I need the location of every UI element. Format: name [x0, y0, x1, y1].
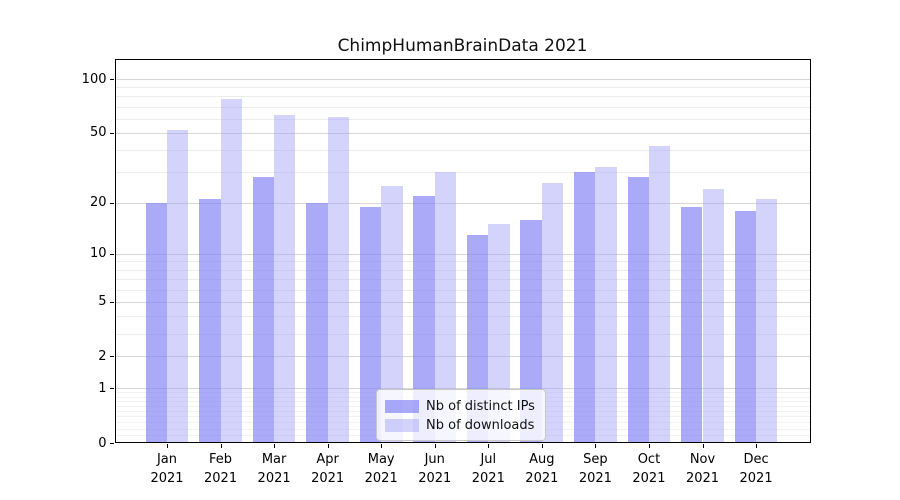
y-axis-tick-label-5: 5: [98, 294, 107, 310]
chart-title: ChimpHumanBrainData 2021: [337, 36, 588, 56]
x-axis-tick-mark-jul: [488, 443, 490, 448]
gridline-major-10: [115, 253, 810, 255]
x-axis-tick-label-feb: Feb 2021: [204, 452, 238, 486]
bar-nb-of-distinct-ips-oct: [627, 177, 649, 442]
x-axis-tick-mark-mar: [274, 443, 276, 448]
y-axis-tick-label-20: 20: [89, 195, 107, 211]
bar-nb-of-downloads-sep: [595, 167, 617, 442]
y-axis-tick-mark-20: [110, 202, 114, 204]
gridline-major-100: [115, 79, 810, 80]
gridline-minor-8: [115, 269, 810, 271]
y-axis-tick-label-100: 100: [81, 71, 107, 87]
bar-nb-of-downloads-may: [381, 186, 403, 442]
bar-nb-of-distinct-ips-aug: [520, 219, 542, 442]
bar-nb-of-downloads-jul: [488, 224, 510, 442]
gridline-minor-30: [115, 172, 810, 174]
x-axis-tick-mark-nov: [702, 443, 704, 448]
bar-nb-of-distinct-ips-mar: [252, 177, 275, 442]
gridline-minor-4: [115, 316, 810, 318]
bar-nb-of-downloads-aug: [541, 183, 564, 442]
legend: Nb of distinct IPs Nb of downloads: [376, 389, 546, 441]
x-axis-tick-label-may: May 2021: [364, 452, 398, 486]
x-axis-tick-label-nov: Nov 2021: [685, 452, 720, 486]
x-axis-tick-mark-oct: [648, 443, 650, 448]
gridline-minor-70: [115, 106, 810, 108]
gridline-minor-40: [115, 150, 810, 152]
legend-label-distinct-ips: Nb of distinct IPs: [426, 399, 535, 414]
y-axis-tick-mark-100: [110, 79, 114, 80]
legend-swatch-distinct-ips: [385, 400, 419, 413]
x-axis-tick-label-jun: Jun 2021: [418, 452, 452, 486]
gridline-major-1: [115, 388, 810, 390]
gridline-minor-3: [115, 333, 810, 335]
x-axis-tick-mark-jun: [434, 443, 436, 448]
x-axis-tick-label-sep: Sep 2021: [578, 452, 612, 486]
bar-nb-of-downloads-jun: [434, 172, 457, 442]
bar-nb-of-distinct-ips-jan: [145, 202, 167, 442]
gridline-minor-7: [115, 278, 810, 280]
x-axis-tick-label-apr: Apr 2021: [311, 452, 345, 486]
x-axis-tick-mark-apr: [327, 443, 329, 448]
legend-label-downloads: Nb of downloads: [426, 418, 535, 433]
bar-nb-of-downloads-nov: [702, 189, 724, 442]
x-axis-tick-label-jan: Jan 2021: [150, 452, 184, 486]
x-axis-tick-label-jul: Jul 2021: [471, 452, 505, 486]
y-axis-tick-mark-2: [110, 356, 114, 358]
gridline-major-2: [115, 356, 810, 358]
x-axis-tick-label-aug: Aug 2021: [525, 452, 559, 486]
gridline-major-50: [115, 132, 810, 134]
bar-nb-of-downloads-feb: [220, 99, 242, 442]
y-axis-tick-label-10: 10: [89, 246, 107, 262]
gridline-minor-60: [115, 118, 810, 120]
bar-nb-of-distinct-ips-may: [359, 206, 382, 442]
legend-row-downloads: Nb of downloads: [385, 416, 537, 435]
y-axis-tick-label-0: 0: [98, 435, 107, 451]
gridline-major-20: [115, 202, 810, 204]
gridline-minor-6: [115, 289, 810, 291]
gridline-minor-9: [115, 261, 810, 263]
bar-nb-of-distinct-ips-jun: [413, 195, 435, 442]
x-axis-tick-mark-dec: [756, 443, 758, 448]
bar-nb-of-downloads-mar: [274, 114, 296, 442]
y-axis-tick-label-50: 50: [89, 125, 107, 141]
y-axis-tick-label-2: 2: [98, 348, 107, 364]
bar-nb-of-downloads-apr: [327, 117, 350, 442]
bar-nb-of-downloads-jan: [167, 129, 189, 442]
bar-nb-of-distinct-ips-nov: [681, 206, 703, 442]
y-axis-tick-mark-50: [110, 132, 114, 134]
x-axis-tick-label-dec: Dec 2021: [739, 452, 773, 486]
bar-nb-of-distinct-ips-apr: [306, 202, 328, 442]
x-axis-tick-mark-jan: [167, 443, 168, 448]
gridline-major-5: [115, 301, 810, 303]
x-axis-tick-label-mar: Mar 2021: [257, 452, 291, 486]
x-axis-tick-label-oct: Oct 2021: [632, 452, 666, 486]
y-axis-tick-label-1: 1: [98, 380, 107, 396]
y-axis-tick-mark-1: [110, 388, 114, 390]
bar-nb-of-distinct-ips-sep: [574, 172, 596, 442]
x-axis-tick-mark-aug: [541, 443, 543, 448]
legend-swatch-downloads: [385, 419, 419, 432]
bar-nb-of-downloads-oct: [648, 146, 671, 442]
bar-nb-of-downloads-dec: [756, 199, 778, 442]
x-axis-tick-mark-may: [381, 443, 383, 448]
x-axis-tick-mark-feb: [220, 443, 222, 448]
y-axis-tick-mark-0: [110, 443, 114, 444]
bar-nb-of-distinct-ips-dec: [734, 210, 757, 442]
gridline-minor-90: [115, 87, 810, 89]
gridline-minor-80: [115, 96, 810, 98]
x-axis-tick-mark-sep: [595, 443, 597, 448]
legend-row-distinct-ips: Nb of distinct IPs: [385, 397, 537, 416]
y-axis-tick-mark-10: [110, 253, 114, 255]
y-axis-tick-mark-5: [110, 301, 114, 303]
bar-nb-of-distinct-ips-feb: [199, 199, 221, 442]
